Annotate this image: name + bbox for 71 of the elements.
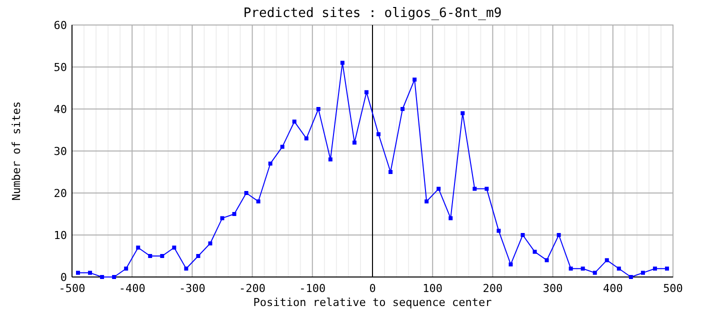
y-tick-label: 20 xyxy=(54,187,67,200)
point xyxy=(136,246,140,250)
y-tick-label: 0 xyxy=(60,271,67,284)
x-tick-label: 100 xyxy=(422,282,443,295)
point xyxy=(208,241,212,246)
x-tick-label: -300 xyxy=(178,282,206,295)
point xyxy=(100,275,104,279)
point xyxy=(436,186,441,191)
point xyxy=(616,266,621,271)
point xyxy=(124,266,128,271)
x-tick-label: -400 xyxy=(118,282,146,295)
point xyxy=(556,233,561,237)
y-tick-label: 40 xyxy=(54,103,67,116)
point xyxy=(664,266,669,271)
point xyxy=(280,144,284,149)
point xyxy=(160,254,164,258)
point xyxy=(400,107,405,111)
point xyxy=(388,170,393,174)
point xyxy=(604,258,609,262)
point xyxy=(352,140,356,145)
x-tick-label: 400 xyxy=(602,282,623,295)
y-tick-label: 60 xyxy=(54,19,67,32)
point xyxy=(568,266,573,271)
point xyxy=(484,186,489,191)
point xyxy=(508,262,513,266)
x-tick-label: -200 xyxy=(239,282,266,295)
point xyxy=(376,132,381,136)
point xyxy=(340,60,344,65)
point xyxy=(640,270,645,275)
point xyxy=(316,107,320,111)
point xyxy=(76,270,80,275)
point xyxy=(532,250,537,254)
y-tick-label: 50 xyxy=(54,61,67,74)
point xyxy=(520,233,525,237)
y-axis-title: Number of sites xyxy=(10,101,23,201)
point xyxy=(88,270,92,275)
x-axis-title: Position relative to sequence center xyxy=(253,296,492,309)
point xyxy=(172,246,176,250)
point xyxy=(424,199,429,204)
chart-title: Predicted sites : oligos_6-8nt_m9 xyxy=(243,6,502,21)
point xyxy=(292,120,296,124)
point xyxy=(112,275,116,279)
point xyxy=(196,254,200,258)
point xyxy=(328,157,332,162)
x-tick-label: 0 xyxy=(369,282,376,295)
point xyxy=(244,191,248,195)
y-tick-label: 30 xyxy=(54,145,67,158)
point xyxy=(220,216,224,220)
point xyxy=(148,254,152,258)
point xyxy=(496,228,501,233)
point xyxy=(580,266,585,271)
point xyxy=(472,186,477,191)
point xyxy=(628,275,633,279)
point xyxy=(592,270,597,275)
y-tick-label: 10 xyxy=(54,229,67,242)
point xyxy=(232,212,236,216)
point xyxy=(364,90,368,94)
point xyxy=(184,266,188,271)
x-tick-label: 500 xyxy=(663,282,683,295)
x-tick-label: 200 xyxy=(482,282,503,295)
point xyxy=(412,78,417,82)
point xyxy=(448,216,453,220)
x-tick-label: -100 xyxy=(299,282,326,295)
point xyxy=(652,266,657,271)
point xyxy=(544,258,549,262)
point xyxy=(256,199,260,204)
x-tick-label: -500 xyxy=(58,282,86,295)
x-tick-label: 300 xyxy=(542,282,563,295)
point xyxy=(460,111,465,116)
point xyxy=(268,162,272,166)
point xyxy=(304,136,308,140)
